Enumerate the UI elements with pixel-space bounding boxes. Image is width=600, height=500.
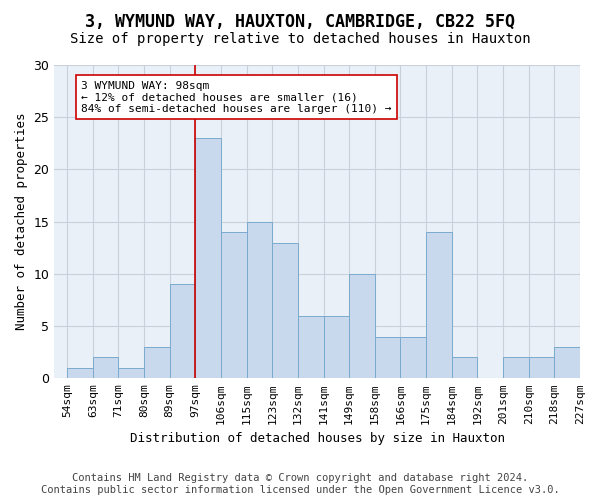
Bar [554, 347, 580, 378]
Bar [93, 358, 118, 378]
Bar [118, 368, 144, 378]
Text: 3, WYMUND WAY, HAUXTON, CAMBRIDGE, CB22 5FQ: 3, WYMUND WAY, HAUXTON, CAMBRIDGE, CB22 … [85, 12, 515, 30]
Bar [529, 358, 554, 378]
Bar [67, 368, 93, 378]
Bar [349, 274, 375, 378]
Bar [323, 316, 349, 378]
Bar [247, 222, 272, 378]
X-axis label: Distribution of detached houses by size in Hauxton: Distribution of detached houses by size … [130, 432, 505, 445]
Bar [426, 232, 452, 378]
Bar [452, 358, 478, 378]
Bar [170, 284, 196, 378]
Bar [400, 336, 426, 378]
Bar [196, 138, 221, 378]
Bar [298, 316, 323, 378]
Bar [272, 242, 298, 378]
Y-axis label: Number of detached properties: Number of detached properties [15, 113, 28, 330]
Bar [503, 358, 529, 378]
Text: 3 WYMUND WAY: 98sqm
← 12% of detached houses are smaller (16)
84% of semi-detach: 3 WYMUND WAY: 98sqm ← 12% of detached ho… [81, 80, 392, 114]
Bar [144, 347, 170, 378]
Bar [221, 232, 247, 378]
Bar [375, 336, 400, 378]
Text: Contains HM Land Registry data © Crown copyright and database right 2024.
Contai: Contains HM Land Registry data © Crown c… [41, 474, 559, 495]
Text: Size of property relative to detached houses in Hauxton: Size of property relative to detached ho… [70, 32, 530, 46]
